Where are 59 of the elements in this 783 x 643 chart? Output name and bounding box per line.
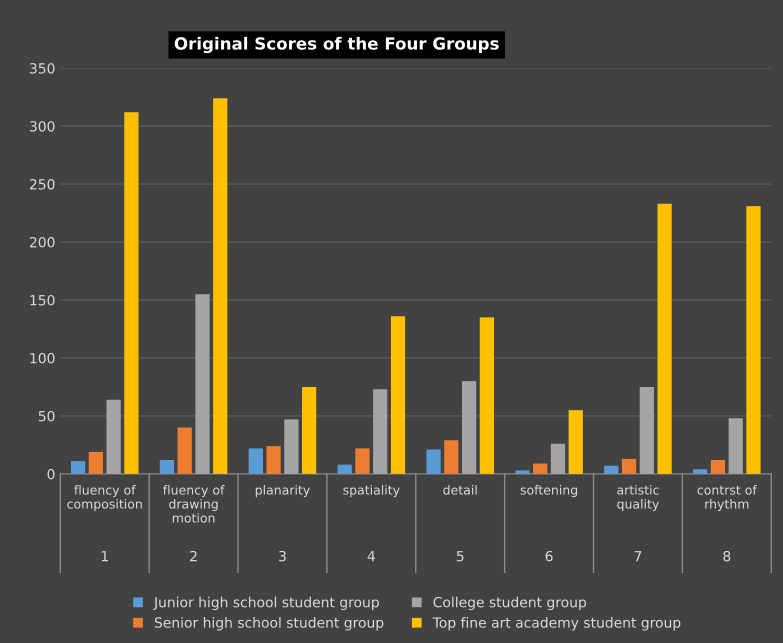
bar xyxy=(178,428,192,474)
text: 7 xyxy=(634,551,642,562)
x-tick-label: contrst of rhythm xyxy=(698,485,758,512)
text: 8 xyxy=(723,550,730,562)
bar xyxy=(604,466,618,474)
text: 2 xyxy=(190,550,197,562)
x-tick-label: softening xyxy=(520,485,578,498)
bar xyxy=(160,460,174,474)
x-tick-label: spatiality xyxy=(343,485,400,498)
bar xyxy=(373,389,388,474)
bar xyxy=(70,461,86,474)
bar xyxy=(622,458,636,474)
y-tick-label: 50 xyxy=(38,410,55,422)
bar xyxy=(106,400,121,474)
x-tick-label: artistic quality xyxy=(617,485,659,512)
y-tick-label: 250 xyxy=(30,179,55,190)
x-tick-label: detail xyxy=(443,485,477,495)
bar xyxy=(248,448,263,474)
bar xyxy=(728,418,743,474)
text: 1 xyxy=(102,551,108,562)
bar xyxy=(746,206,761,474)
legend-label: Senior high school student group xyxy=(154,617,384,630)
y-tick-label: 200 xyxy=(30,237,55,248)
bar xyxy=(444,440,458,474)
bar xyxy=(284,419,298,474)
bar xyxy=(658,204,672,474)
legend-label: Top fine art academy student group xyxy=(432,617,680,630)
chart-title: Original Scores of the Four Groups xyxy=(174,36,499,54)
bar xyxy=(355,448,370,474)
bar xyxy=(568,410,583,474)
bar xyxy=(338,464,352,474)
legend-label: Junior high school student group xyxy=(153,596,379,610)
bar xyxy=(533,463,548,474)
x-tick-label: fluency of drawing motion xyxy=(163,485,225,523)
x-tick-label: planarity xyxy=(256,485,310,498)
text: 5 xyxy=(456,551,464,562)
y-tick-label: 300 xyxy=(30,121,55,132)
text: 3 xyxy=(279,550,286,562)
bar xyxy=(213,98,228,474)
text: 6 xyxy=(546,550,553,562)
bar xyxy=(426,450,441,474)
bar xyxy=(640,386,654,474)
y-tick-label: 100 xyxy=(30,352,55,364)
bar xyxy=(550,444,566,474)
bar xyxy=(88,452,103,474)
bar xyxy=(302,386,316,474)
bar xyxy=(124,112,138,474)
y-tick-label: 0 xyxy=(48,468,55,480)
bar xyxy=(390,316,406,474)
y-tick-label: 150 xyxy=(30,294,55,306)
bar xyxy=(266,446,281,474)
text: 4 xyxy=(368,551,375,562)
bar xyxy=(195,294,210,474)
bar xyxy=(480,317,494,474)
legend-label: College student group xyxy=(433,596,586,610)
bar xyxy=(462,381,476,474)
y-tick-label: 350 xyxy=(30,63,55,74)
x-tick-label: fluency of composition xyxy=(67,485,142,512)
bar xyxy=(710,460,726,474)
